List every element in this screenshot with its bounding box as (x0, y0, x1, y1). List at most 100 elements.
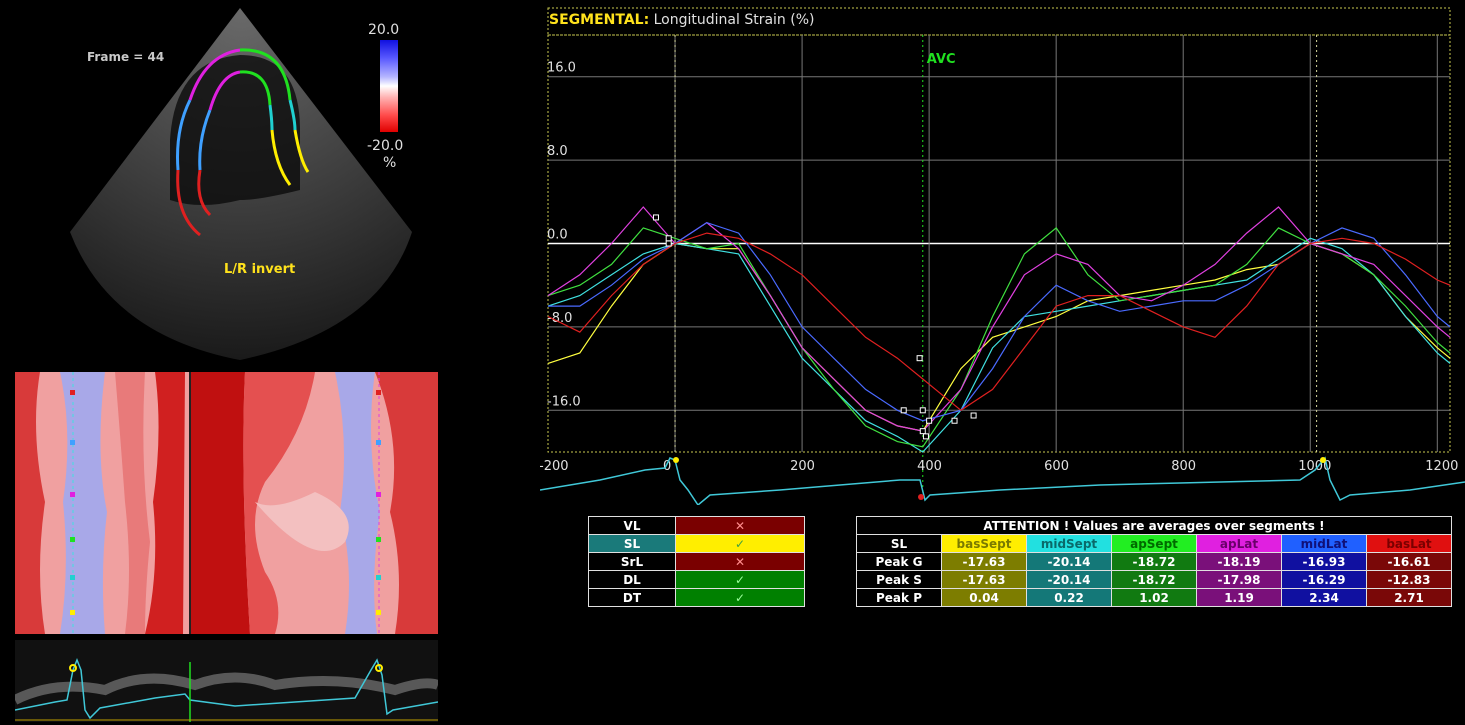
colorbar-unit: % (383, 155, 397, 171)
x-tick-label: 600 (1044, 459, 1069, 474)
y-tick-label: 8.0 (547, 144, 568, 159)
x-tick-label: 400 (917, 459, 942, 474)
segment-basLat-outline (293, 129, 310, 173)
segment-header-basLat: basLat (1366, 534, 1452, 553)
peak-value-apLat: -17.98 (1196, 570, 1282, 589)
cross-icon[interactable]: ✕ (675, 552, 805, 571)
peak-marker (665, 235, 672, 242)
peak-value-midLat: -16.29 (1281, 570, 1367, 589)
segment-header-apSept: apSept (1111, 534, 1197, 553)
chart-ecg-trace (540, 456, 1465, 505)
attention-header: ATTENTION ! Values are averages over seg… (856, 516, 1452, 535)
frame-counter: Frame = 44 (87, 50, 165, 64)
mode-row-dl[interactable]: DL ✓ (588, 570, 805, 589)
x-tick-label: 0 (663, 459, 671, 474)
x-tick-label: -200 (540, 459, 569, 474)
peak-value-basLat: -16.61 (1366, 552, 1452, 571)
peak-value-basSept: -17.63 (941, 570, 1027, 589)
series-line-apSept (547, 227, 1451, 448)
chart-grid (547, 7, 1451, 500)
segment-apLat-outline (239, 48, 292, 101)
chart-tick-labels: 16.08.00.0-8.0-16.0-200 0 200 400 600 800 1000… (540, 52, 1458, 474)
peak-value-basSept: -17.63 (941, 552, 1027, 571)
cross-icon[interactable]: ✕ (675, 516, 805, 535)
echo-image (70, 8, 412, 360)
colorbar-min-label: -20.0 (367, 138, 404, 154)
strain-mmode-map (15, 372, 438, 634)
x-tick-label: 1200 (1425, 459, 1458, 474)
peak-marker (665, 240, 672, 247)
segment-basSept-outline (176, 169, 201, 237)
chart-series (547, 206, 1451, 453)
peak-value-apLat: 1.19 (1196, 588, 1282, 607)
mode-row-vl[interactable]: VL ✕ (588, 516, 805, 535)
peak-marker (919, 407, 926, 414)
peak-marker (926, 417, 933, 424)
y-tick-label: -16.0 (547, 394, 581, 409)
series-line-midLat (548, 221, 1451, 422)
peak-marker (970, 412, 977, 419)
segment-header-basSept: basSept (941, 534, 1027, 553)
peak-value-basSept: 0.04 (941, 588, 1027, 607)
segment-apSept-outline (188, 48, 241, 101)
peak-value-apSept: -18.72 (1111, 570, 1197, 589)
mode-label: SrL (588, 552, 676, 571)
peak-value-apSept: 1.02 (1111, 588, 1197, 607)
series-line-basSept (547, 242, 1451, 432)
peak-values-table: ATTENTION ! Values are averages over seg… (856, 516, 1452, 607)
peak-row-label: Peak S (856, 570, 942, 589)
peak-row: Peak G -17.63 -20.14 -18.72 -18.19 -16.93 -16.… (856, 552, 1452, 571)
mode-row-srl[interactable]: SrL ✕ (588, 552, 805, 571)
peak-marker (900, 407, 907, 414)
peak-value-midSept: -20.14 (1026, 570, 1112, 589)
segment-midLat-outline (288, 99, 297, 131)
strain-colorbar (380, 40, 398, 132)
peak-row-label: Peak G (856, 552, 942, 571)
mode-row-dt[interactable]: DT ✓ (588, 588, 805, 607)
check-icon[interactable]: ✓ (675, 570, 805, 589)
mode-label: VL (588, 516, 676, 535)
peak-value-basLat: 2.71 (1366, 588, 1452, 607)
check-icon[interactable]: ✓ (675, 588, 805, 607)
strain-chart: 16.08.00.0-8.0-16.0-200 0 200 400 600 800 1000… (540, 7, 1465, 505)
peak-marker (919, 428, 926, 435)
peak-value-midSept: -20.14 (1026, 552, 1112, 571)
series-line-basLat (547, 232, 1451, 412)
peak-value-midLat: 2.34 (1281, 588, 1367, 607)
peak-marker (652, 214, 659, 221)
ecg-mmode-strip (15, 640, 438, 722)
series-line-midSept (547, 237, 1451, 453)
segment-midSept-outline (176, 99, 192, 171)
avc-label: AVC (927, 52, 956, 67)
peak-row: Peak P 0.04 0.22 1.02 1.19 2.34 2.71 (856, 588, 1452, 607)
x-tick-label: 200 (790, 459, 815, 474)
peak-marker (951, 417, 958, 424)
peak-marker (922, 433, 929, 440)
chart-title-prefix: SEGMENTAL: (549, 12, 650, 28)
x-tick-label: 800 (1171, 459, 1196, 474)
chart-title-rest: Longitudinal Strain (%) (649, 12, 815, 28)
peak-value-midLat: -16.93 (1281, 552, 1367, 571)
chart-title: SEGMENTAL: Longitudinal Strain (%) (549, 12, 814, 28)
segment-header-midSept: midSept (1026, 534, 1112, 553)
peak-value-basLat: -12.83 (1366, 570, 1452, 589)
peak-row-label: Peak P (856, 588, 942, 607)
colorbar-max-label: 20.0 (368, 22, 400, 38)
peak-row: Peak S -17.63 -20.14 -18.72 -17.98 -16.29 -12.… (856, 570, 1452, 589)
corner-label: SL (856, 534, 942, 553)
peak-marker (916, 355, 923, 362)
mode-label: DT (588, 588, 676, 607)
segment-header-midLat: midLat (1281, 534, 1367, 553)
mode-table: VL ✕ SL ✓ SrL ✕ DL ✓ DT ✓ (588, 516, 805, 607)
y-tick-label: -8.0 (547, 311, 572, 326)
peak-value-apLat: -18.19 (1196, 552, 1282, 571)
peak-value-midSept: 0.22 (1026, 588, 1112, 607)
check-icon[interactable]: ✓ (675, 534, 805, 553)
y-tick-label: 0.0 (547, 228, 568, 243)
mode-label: DL (588, 570, 676, 589)
peak-value-apSept: -18.72 (1111, 552, 1197, 571)
mode-label: SL (588, 534, 676, 553)
segment-header-apLat: apLat (1196, 534, 1282, 553)
orientation-label: L/R invert (224, 262, 296, 277)
mode-row-sl[interactable]: SL ✓ (588, 534, 805, 553)
